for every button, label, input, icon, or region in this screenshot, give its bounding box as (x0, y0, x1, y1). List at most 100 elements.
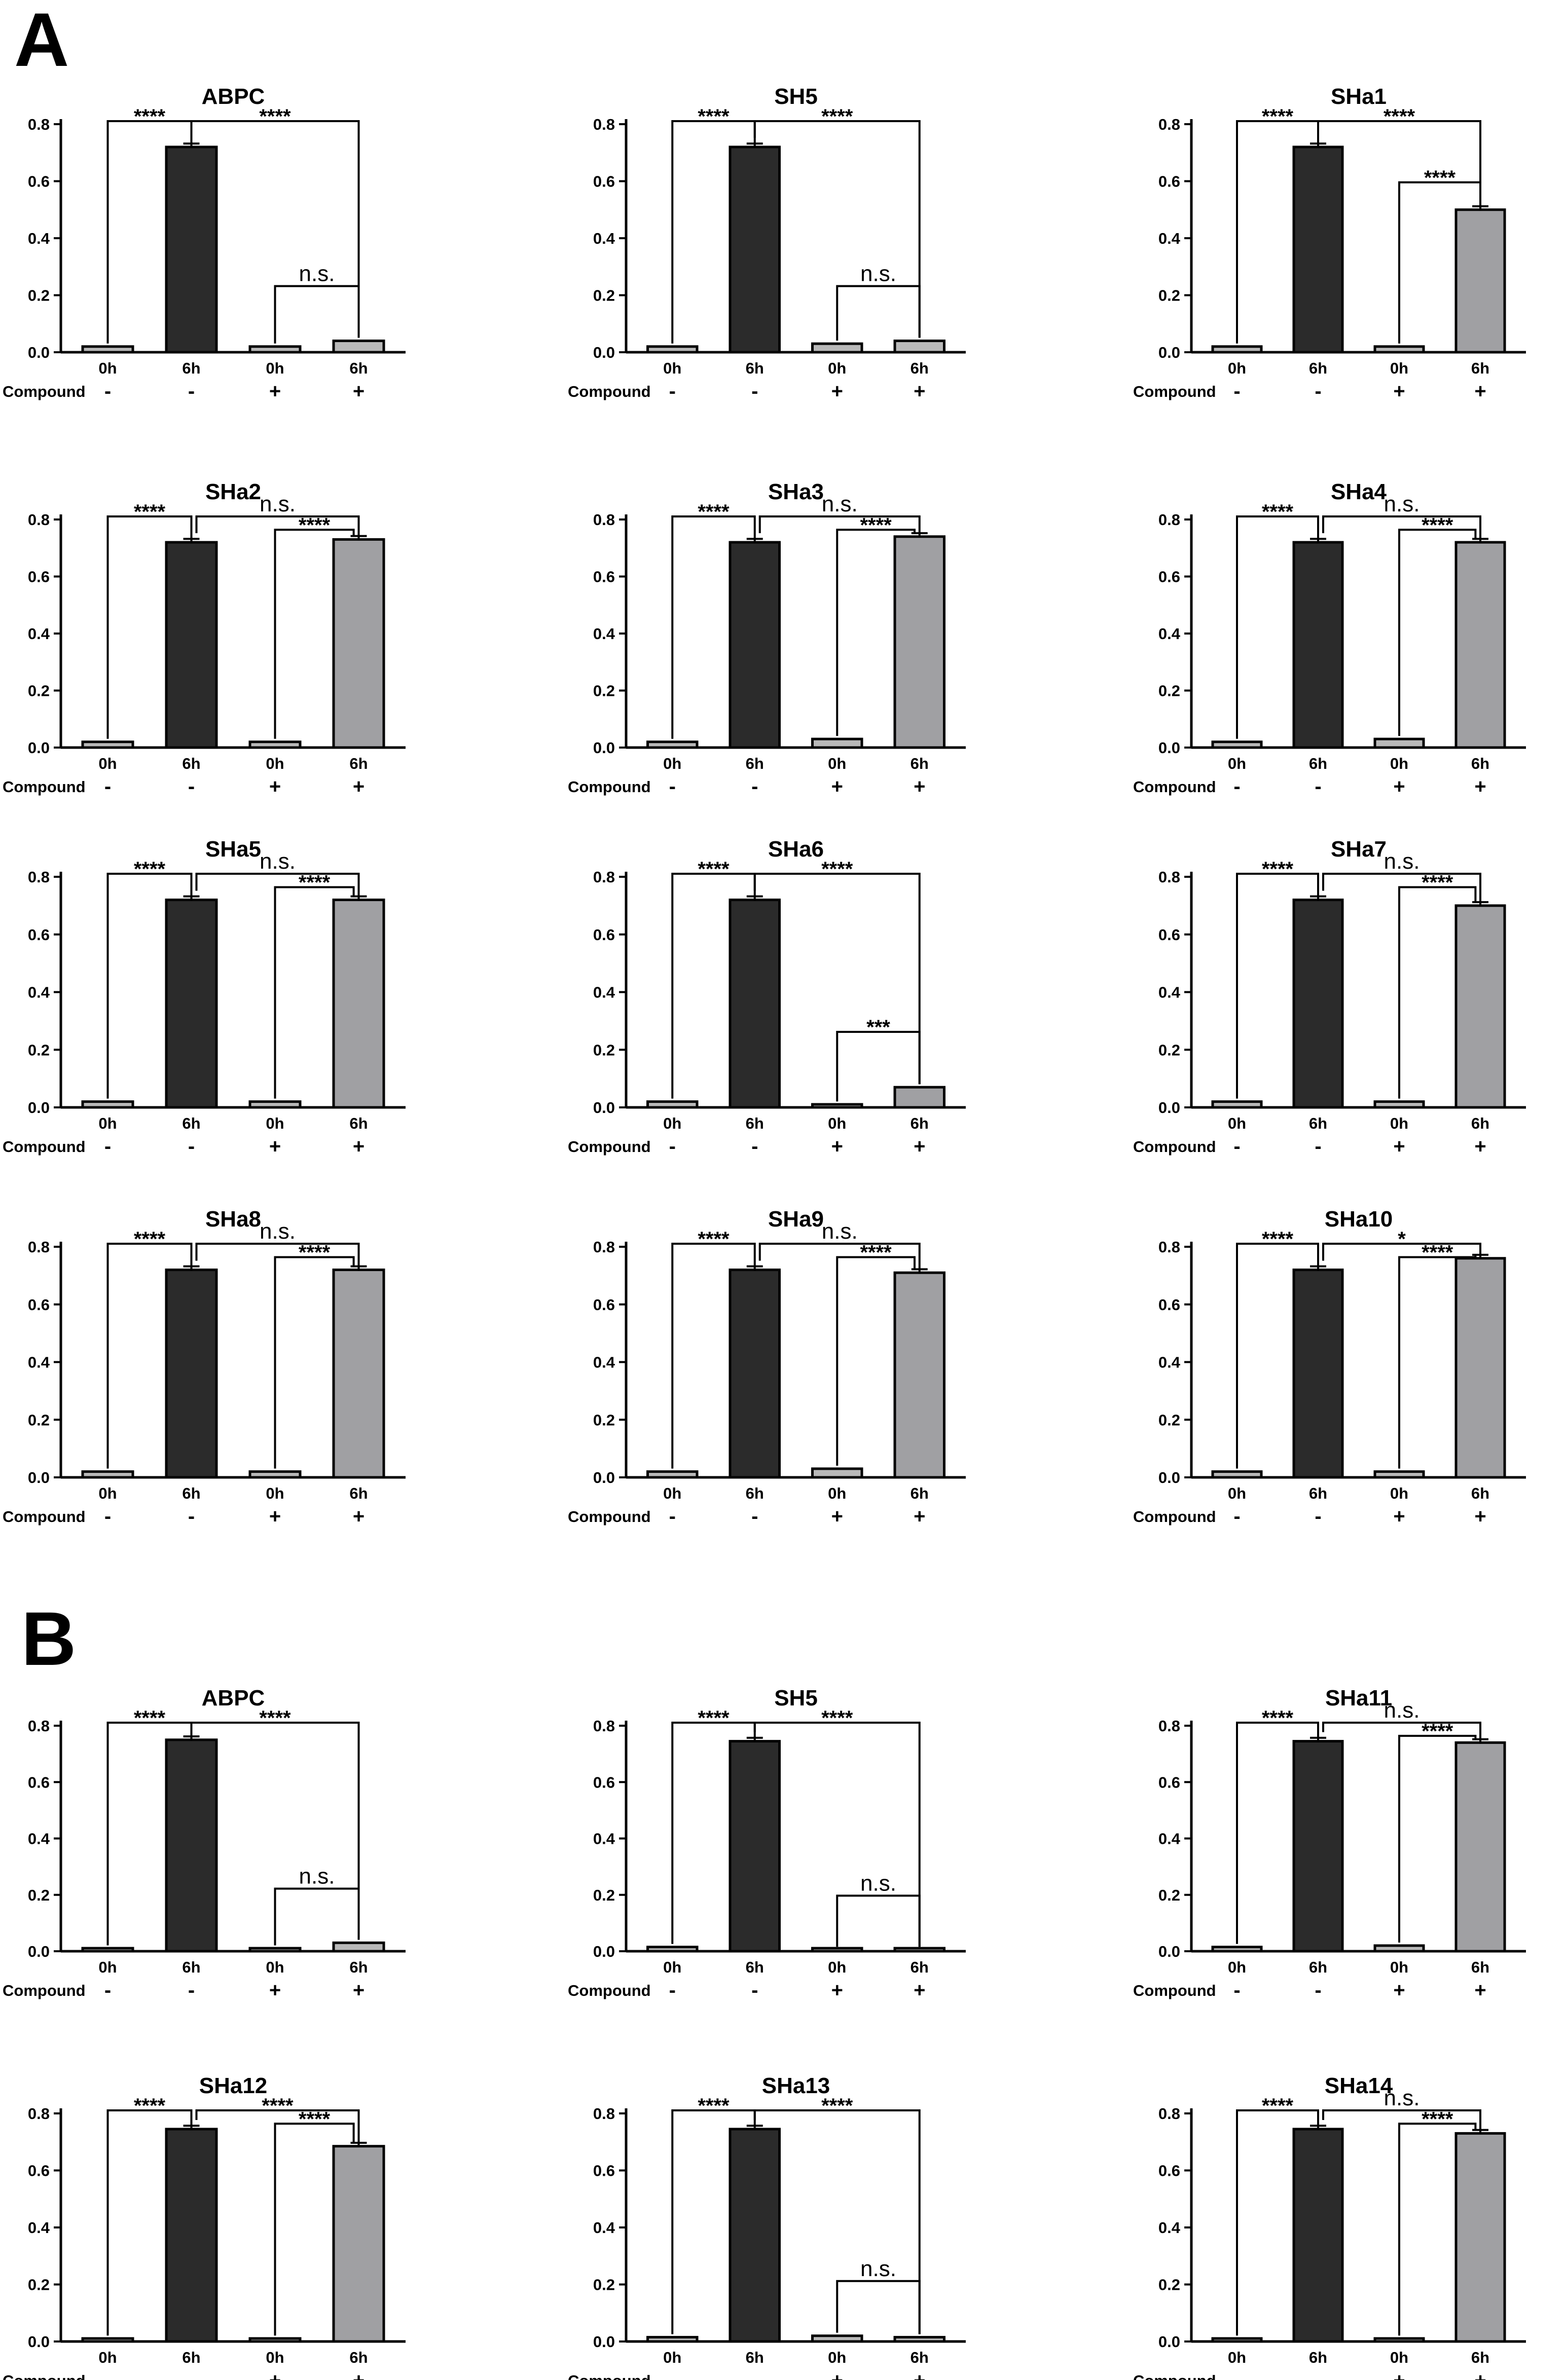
bar-0 (1211, 345, 1263, 354)
y-tick-label: 0.4 (593, 1354, 615, 1371)
significance-bracket (274, 1256, 355, 1469)
x-tick-label: 0h (828, 359, 846, 377)
significance-bracket (836, 285, 921, 341)
compound-sign: + (1474, 1505, 1486, 1528)
y-tick-label: 0.4 (28, 2219, 50, 2237)
y-tick-label: 0.4 (593, 2219, 615, 2237)
x-tick-label: 6h (1471, 1114, 1489, 1132)
x-tick-label: 6h (1471, 1958, 1489, 1976)
significance-bracket (195, 515, 360, 537)
significance-label: **** (860, 514, 892, 536)
y-tick-label: 0.8 (593, 2105, 615, 2123)
y-tick-label: 0.0 (1158, 739, 1180, 757)
compound-sign: + (269, 775, 281, 798)
chart-title: SHa13 (762, 2073, 830, 2098)
y-tick-label: 0.6 (1158, 568, 1180, 586)
compound-sign: + (1474, 380, 1486, 402)
x-tick-label: 6h (1471, 2349, 1489, 2366)
compound-label: Compound (1133, 383, 1216, 400)
compound-label: Compound (1133, 2372, 1216, 2380)
compound-sign: - (1233, 2369, 1240, 2380)
y-tick-label: 0.0 (1158, 344, 1180, 361)
significance-bracket (1236, 515, 1319, 739)
significance-label: n.s. (1384, 1698, 1420, 1723)
compound-label: Compound (568, 1138, 651, 1156)
compound-sign: - (104, 380, 111, 402)
compound-sign: - (1315, 1979, 1321, 2001)
compound-sign: + (1393, 1135, 1405, 1158)
y-tick-label: 0.8 (1158, 116, 1180, 133)
bar-3 (1454, 904, 1506, 1109)
chart-title: ABPC (202, 84, 265, 109)
x-tick-label: 0h (663, 2349, 681, 2366)
bar-1 (165, 2128, 218, 2343)
x-tick-label: 0h (663, 1114, 681, 1132)
significance-label: **** (134, 1707, 166, 1729)
significance-label: n.s. (860, 2256, 896, 2281)
x-tick-label: 6h (349, 1484, 368, 1502)
x-tick-label: 6h (746, 1114, 764, 1132)
compound-label: Compound (3, 2372, 86, 2380)
compound-sign: - (104, 775, 111, 798)
x-tick-label: 0h (266, 1958, 284, 1976)
compound-sign: - (1315, 1135, 1321, 1158)
x-tick-label: 0h (266, 755, 284, 772)
significance-bracket (753, 2109, 921, 2334)
x-tick-label: 6h (911, 1958, 929, 1976)
bar-0 (81, 1100, 134, 1109)
compound-sign: + (269, 1135, 281, 1158)
bar-2 (811, 2334, 863, 2343)
significance-bracket (1322, 873, 1481, 903)
y-tick-label: 0.4 (1158, 2219, 1181, 2237)
bar-0 (1211, 740, 1263, 749)
significance-label: **** (299, 1241, 331, 1263)
bar-0 (646, 1470, 699, 1479)
y-tick-label: 0.2 (1158, 2276, 1180, 2294)
x-tick-label: 0h (1228, 2349, 1246, 2366)
significance-label: n.s. (299, 262, 335, 286)
compound-sign: + (1474, 775, 1486, 798)
y-tick-label: 0.2 (593, 682, 615, 700)
y-tick-label: 0.0 (593, 2333, 615, 2351)
significance-label: **** (698, 1228, 730, 1250)
significance-label: **** (134, 501, 166, 523)
y-tick-label: 0.0 (28, 1469, 50, 1486)
significance-label: **** (1262, 105, 1294, 128)
significance-bracket (274, 529, 355, 739)
bar-3 (1454, 1741, 1506, 1953)
y-tick-label: 0.4 (1158, 1354, 1181, 1371)
y-tick-label: 0.8 (1158, 1238, 1180, 1256)
significance-label: * (1398, 1228, 1406, 1250)
bar-1 (1292, 2128, 1344, 2343)
y-tick-label: 0.8 (28, 116, 50, 133)
y-tick-label: 0.2 (593, 1886, 615, 1904)
x-tick-label: 6h (911, 1484, 929, 1502)
significance-bracket (106, 873, 193, 1099)
y-tick-label: 0.2 (28, 1886, 50, 1904)
bar-1 (1292, 1269, 1344, 1479)
x-tick-label: 6h (349, 1958, 368, 1976)
significance-label: **** (1262, 1707, 1294, 1729)
y-tick-label: 0.8 (1158, 511, 1180, 529)
bar-0 (1211, 1470, 1263, 1479)
bar-2 (1373, 2337, 1425, 2343)
x-tick-label: 6h (349, 755, 368, 772)
compound-sign: + (1474, 1135, 1486, 1158)
bar-2 (811, 1947, 863, 1953)
x-tick-label: 6h (746, 2349, 764, 2366)
x-tick-label: 6h (1309, 1484, 1327, 1502)
significance-label: **** (299, 871, 331, 894)
bar-2 (811, 1467, 863, 1479)
significance-label: n.s. (822, 1219, 858, 1244)
y-tick-label: 0.2 (1158, 1041, 1180, 1059)
bar-1 (165, 541, 218, 749)
significance-label: **** (821, 105, 853, 128)
x-tick-label: 0h (663, 1958, 681, 1976)
bar-0 (81, 1947, 134, 1953)
chart-title: SHa14 (1325, 2073, 1393, 2098)
x-tick-label: 6h (182, 359, 200, 377)
y-tick-label: 0.2 (1158, 1411, 1180, 1429)
